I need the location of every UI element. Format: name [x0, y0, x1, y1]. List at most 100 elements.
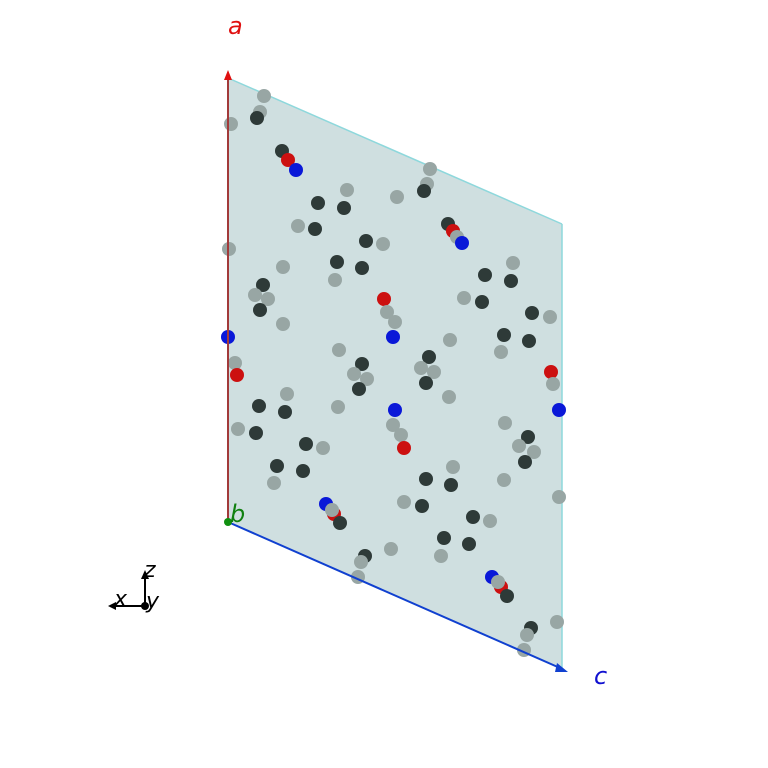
atom-dark [417, 184, 431, 198]
atom-grey [427, 365, 441, 379]
atom-grey [443, 333, 457, 347]
atom-grey [397, 495, 411, 509]
atom-red [397, 441, 411, 455]
atom-dark [355, 261, 369, 275]
atom-dark [419, 376, 433, 390]
lattice-vector-a-arrowhead [224, 70, 232, 80]
atom-dark [253, 303, 267, 317]
atom-dark [278, 405, 292, 419]
lattice-vector-c [227, 521, 561, 669]
atom-dark [296, 464, 310, 478]
atom-grey [506, 256, 520, 270]
atom-grey [384, 542, 398, 556]
atom-dark [250, 111, 264, 125]
atom-grey [527, 445, 541, 459]
atom-red [281, 153, 295, 167]
atom-dark [270, 459, 284, 473]
atom-grey [231, 422, 245, 436]
atom-red [377, 292, 391, 306]
atoms-layer [221, 89, 566, 657]
triad-z-arrowhead [141, 570, 149, 579]
atom-grey [552, 490, 566, 504]
atom-blue [455, 236, 469, 250]
atom-dark [249, 426, 263, 440]
atom-grey [498, 416, 512, 430]
atom-grey [291, 219, 305, 233]
atom-dark [252, 399, 266, 413]
atom-dark [466, 510, 480, 524]
atom-grey [394, 428, 408, 442]
atom-grey [325, 503, 339, 517]
atom-dark [518, 455, 532, 469]
atom-grey [347, 367, 361, 381]
triad-label-z: z [143, 558, 156, 583]
atom-grey [331, 400, 345, 414]
atom-dark [497, 328, 511, 342]
atom-grey [224, 117, 238, 131]
atom-grey [332, 343, 346, 357]
atom-grey [267, 476, 281, 490]
atom-grey [423, 162, 437, 176]
atom-grey [354, 555, 368, 569]
triad-y-dot [141, 602, 149, 610]
atom-dark [437, 531, 451, 545]
atom-grey [446, 460, 460, 474]
atom-dark [337, 201, 351, 215]
atom-blue [289, 163, 303, 177]
atom-grey [376, 237, 390, 251]
atom-dark [311, 196, 325, 210]
atom-dark [355, 357, 369, 371]
atom-grey [360, 372, 374, 386]
lattice-vector-c-arrowhead [555, 663, 568, 672]
atom-grey [434, 549, 448, 563]
atom-grey [491, 575, 505, 589]
unit-cell-plane [228, 78, 562, 668]
atom-grey [390, 190, 404, 204]
atom-dark [444, 478, 458, 492]
orientation-triad: x y z [108, 558, 160, 614]
atom-grey [276, 317, 290, 331]
atom-grey [386, 418, 400, 432]
atom-dark [419, 472, 433, 486]
triad-x-arrowhead [108, 602, 116, 610]
triad-label-y: y [145, 589, 160, 614]
atom-grey [483, 514, 497, 528]
atom-grey [494, 345, 508, 359]
atom-dark [521, 430, 535, 444]
atom-grey [388, 315, 402, 329]
atom-grey [316, 441, 330, 455]
cell-edge-top [227, 77, 563, 225]
atom-grey [497, 473, 511, 487]
atom-dark [525, 306, 539, 320]
atom-grey [457, 291, 471, 305]
atom-grey [543, 310, 557, 324]
atom-grey [550, 615, 564, 629]
atom-grey [280, 387, 294, 401]
atom-dark [478, 268, 492, 282]
atom-grey [380, 305, 394, 319]
atom-dark [308, 222, 322, 236]
atom-red [544, 365, 558, 379]
atom-grey [520, 628, 534, 642]
atom-grey [261, 292, 275, 306]
atom-grey [512, 439, 526, 453]
triad-label-x: x [113, 587, 128, 612]
atom-dark [422, 350, 436, 364]
axis-label-a: a [228, 12, 243, 40]
atom-grey [257, 89, 271, 103]
atom-dark [500, 589, 514, 603]
atom-red [230, 368, 244, 382]
atom-dark [299, 437, 313, 451]
atom-dark [352, 382, 366, 396]
atom-blue [388, 403, 402, 417]
atom-dark [415, 499, 429, 513]
atom-grey [442, 390, 456, 404]
axis-label-b: b [230, 500, 245, 528]
atom-blue [386, 330, 400, 344]
atom-grey [328, 273, 342, 287]
origin-point-b [224, 518, 232, 526]
atom-dark [504, 274, 518, 288]
atom-dark [359, 234, 373, 248]
atom-blue [552, 403, 566, 417]
